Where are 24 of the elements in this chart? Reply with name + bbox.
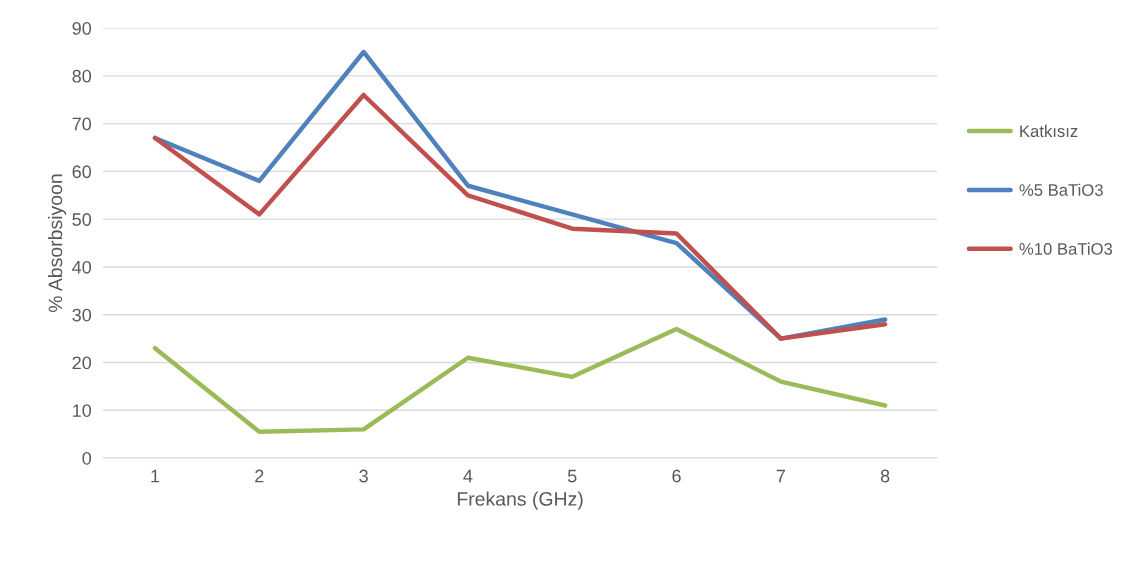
- y-tick-label: 40: [72, 260, 92, 274]
- legend-label: %5 BaTiO3: [1019, 183, 1103, 196]
- x-tick-label: 4: [463, 469, 473, 483]
- line-series: [152, 326, 888, 434]
- y-tick-label: 90: [72, 22, 92, 35]
- x-tick-label: 1: [151, 469, 160, 483]
- y-tick-label: 50: [72, 213, 92, 226]
- y-tick-label: 0: [82, 451, 92, 465]
- y-tick-label: 10: [73, 404, 92, 417]
- y-tick-label: 30: [72, 308, 92, 322]
- y-tick-label: 20: [72, 356, 92, 370]
- x-tick-label: 6: [672, 469, 681, 483]
- x-tick-label: 7: [776, 469, 785, 483]
- x-axis-title: Frekans (GHz): [457, 491, 583, 510]
- x-tick-label: 3: [359, 469, 368, 483]
- x-tick-label: 2: [255, 469, 264, 483]
- y-tick-label: 60: [72, 165, 92, 179]
- x-tick-label: 8: [880, 469, 890, 483]
- legend-label: %10 BaTiO3: [1019, 242, 1113, 255]
- legend-label: Katkısız: [1020, 124, 1078, 138]
- x-tick-label: 5: [567, 469, 577, 483]
- y-tick-label: 80: [72, 69, 92, 83]
- y-axis-title: % Absorbsiyoon: [48, 174, 67, 313]
- y-tick-label: 70: [72, 117, 92, 131]
